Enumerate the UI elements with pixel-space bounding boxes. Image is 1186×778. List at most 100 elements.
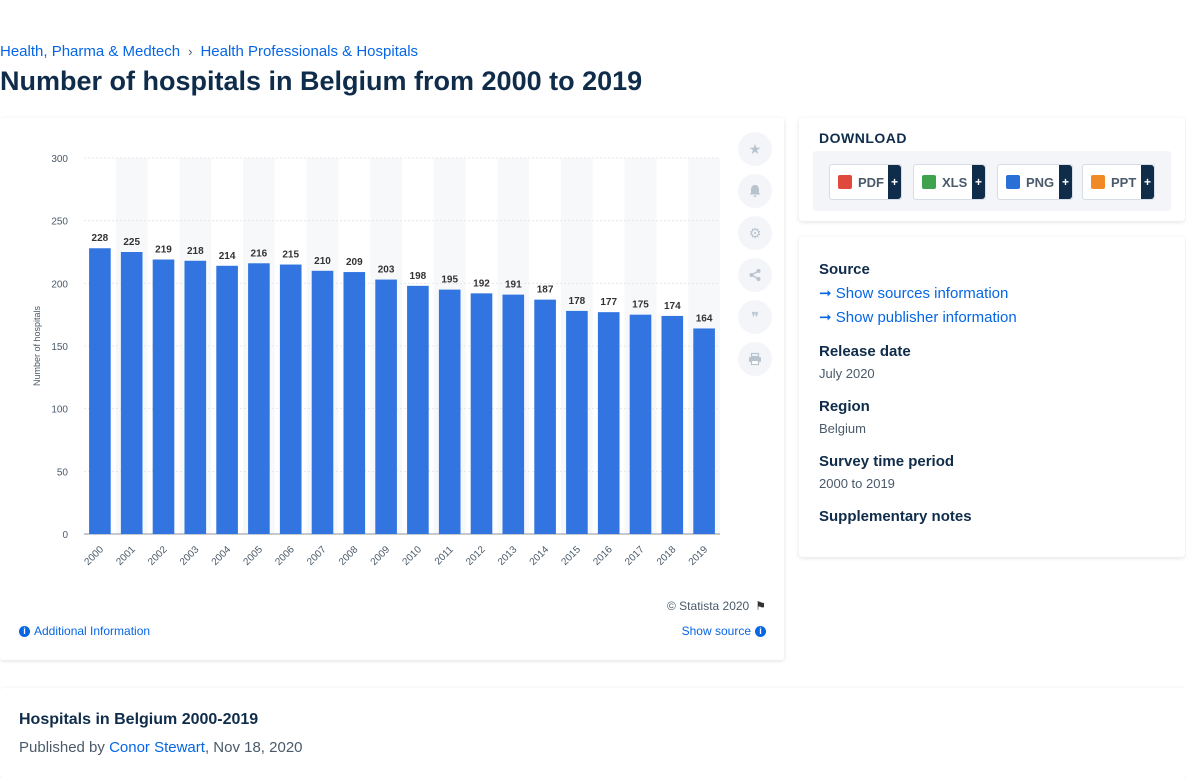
y-tick-label: 300	[51, 154, 68, 165]
publish-date: , Nov 18, 2020	[204, 739, 303, 756]
x-tick-label: 2008	[337, 544, 361, 568]
x-tick-label: 2004	[210, 544, 234, 568]
data-label: 178	[569, 296, 586, 307]
star-icon[interactable]: ★	[738, 132, 772, 166]
quote-icon[interactable]: ❞	[738, 300, 772, 334]
region-label: Region	[819, 398, 870, 415]
breadcrumb-parent-link[interactable]: Health, Pharma & Medtech	[0, 43, 181, 60]
x-tick-label: 2005	[242, 544, 266, 568]
breadcrumb-current-link[interactable]: Health Professionals & Hospitals	[200, 43, 419, 60]
bar	[279, 264, 302, 534]
bar	[311, 270, 334, 534]
bar	[502, 294, 525, 534]
x-tick-label: 2011	[433, 544, 456, 567]
y-tick-label: 100	[51, 405, 68, 416]
x-tick-label: 2000	[83, 544, 107, 568]
png-file-icon	[1006, 175, 1020, 189]
data-label: 174	[664, 301, 681, 312]
y-axis-title: Number of hospitals	[32, 305, 42, 386]
data-label: 164	[696, 313, 713, 324]
bar	[184, 260, 207, 534]
data-label: 215	[282, 250, 299, 261]
x-tick-label: 2015	[560, 544, 584, 568]
survey-period-label: Survey time period	[819, 453, 955, 470]
download-xls-button[interactable]: XLS +	[913, 164, 986, 200]
download-card: DOWNLOAD PDF + XLS + PNG + PPT +	[799, 118, 1185, 221]
breadcrumb: Health, Pharma & Medtech › Health Profes…	[0, 43, 418, 60]
release-date-label: Release date	[819, 343, 911, 360]
y-tick-label: 200	[51, 279, 68, 290]
info-icon: i	[19, 625, 30, 637]
show-publisher-label: Show publisher information	[835, 309, 1017, 326]
x-tick-label: 2019	[687, 544, 711, 568]
copyright-text: © Statista 2020	[667, 599, 750, 613]
data-label: 210	[314, 256, 331, 267]
data-label: 228	[92, 233, 109, 244]
x-tick-label: 2002	[146, 544, 170, 568]
bar	[343, 272, 366, 534]
y-tick-label: 0	[62, 530, 68, 541]
page-title: Number of hospitals in Belgium from 2000…	[0, 66, 643, 96]
x-tick-label: 2016	[591, 544, 615, 568]
bar	[566, 310, 588, 534]
source-label: Source	[819, 261, 870, 278]
flag-icon[interactable]: ⚑	[755, 599, 766, 613]
y-tick-label: 150	[51, 342, 68, 353]
arrow-right-icon: ➞	[819, 285, 832, 302]
data-label: 198	[410, 271, 427, 282]
bar	[534, 299, 556, 534]
data-label: 175	[632, 300, 649, 311]
bar	[693, 328, 715, 534]
download-png-button[interactable]: PNG +	[997, 164, 1073, 200]
data-label: 218	[187, 246, 204, 257]
show-sources-link[interactable]: ➞ Show sources information	[819, 284, 1008, 302]
breadcrumb-separator: ›	[188, 44, 193, 59]
download-pdf-button[interactable]: PDF +	[829, 164, 902, 200]
y-tick-label: 50	[57, 467, 69, 478]
bar	[661, 315, 684, 534]
supplementary-notes-label[interactable]: Supplementary notes	[819, 508, 972, 525]
data-label: 209	[346, 257, 363, 268]
data-label: 187	[537, 285, 554, 296]
data-label: 225	[123, 237, 140, 248]
print-icon[interactable]	[738, 342, 772, 376]
x-tick-label: 2014	[528, 544, 552, 568]
bell-icon[interactable]	[738, 174, 772, 208]
download-xls-label: XLS	[942, 174, 968, 190]
bar	[89, 248, 111, 535]
additional-information-link[interactable]: i Additional Information	[19, 624, 150, 638]
download-buttons: PDF + XLS + PNG + PPT +	[813, 151, 1171, 211]
show-source-label: Show source	[681, 624, 751, 638]
x-tick-label: 2009	[369, 544, 393, 568]
report-card: Hospitals in Belgium 2000-2019 Published…	[0, 688, 1186, 778]
arrow-right-icon: ➞	[819, 309, 832, 326]
x-tick-label: 2003	[178, 544, 202, 568]
show-publisher-link[interactable]: ➞ Show publisher information	[819, 308, 1017, 326]
report-published-by: Published by Conor Stewart, Nov 18, 2020	[19, 739, 303, 756]
chart-copyright: © Statista 2020 ⚑	[667, 599, 766, 613]
bar	[120, 252, 143, 534]
bar	[629, 314, 652, 534]
report-title[interactable]: Hospitals in Belgium 2000-2019	[19, 711, 259, 728]
download-ppt-plus[interactable]: +	[1141, 165, 1154, 199]
download-pdf-plus[interactable]: +	[888, 165, 901, 199]
show-source-link[interactable]: Show source i	[682, 624, 766, 638]
data-label: 219	[155, 245, 172, 256]
bar	[407, 285, 429, 534]
download-ppt-button[interactable]: PPT +	[1082, 164, 1155, 200]
download-png-plus[interactable]: +	[1059, 165, 1072, 199]
chart-toolbar: ★ ⚙ ❞	[738, 132, 772, 384]
data-label: 195	[441, 275, 458, 286]
download-png-label: PNG	[1026, 174, 1055, 190]
chart-card: 0 50 100 150 200 250 300 Number of hospitals 228…	[0, 118, 784, 660]
author-link[interactable]: Conor Stewart	[109, 739, 205, 756]
gear-icon[interactable]: ⚙	[738, 216, 772, 250]
share-icon[interactable]	[738, 258, 772, 292]
download-xls-plus[interactable]: +	[972, 165, 985, 199]
bar	[375, 279, 397, 534]
region-value: Belgium	[819, 421, 866, 436]
data-label: 214	[219, 251, 236, 262]
show-sources-label: Show sources information	[835, 285, 1009, 302]
xls-file-icon	[922, 175, 936, 189]
bar	[216, 265, 238, 534]
